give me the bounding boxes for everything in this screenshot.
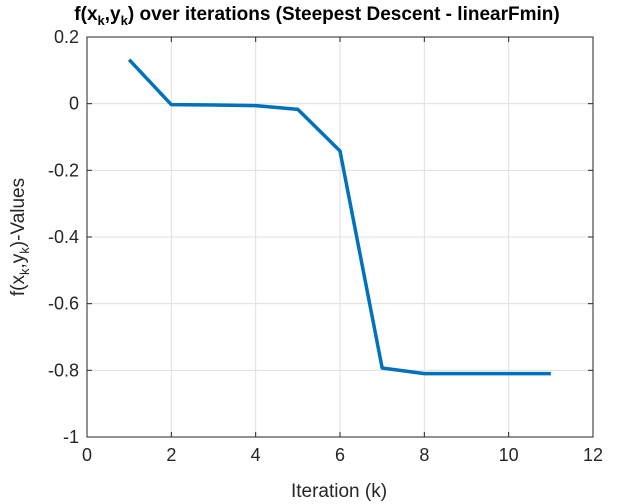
x-axis-label: Iteration (k) <box>291 481 387 502</box>
ylabel-middle: ,y <box>8 253 29 268</box>
ylabel-sub2: k <box>17 247 32 254</box>
y-tick-label: -0.6 <box>48 294 79 314</box>
y-tick-label: -1 <box>63 427 79 447</box>
y-tick-label: -0.2 <box>48 160 79 180</box>
y-tick-label: 0 <box>69 94 79 114</box>
x-tick-label: 8 <box>419 445 429 465</box>
x-tick-label: 12 <box>583 445 603 465</box>
chart-title: f(xk,yk) over iterations (Steepest Desce… <box>74 4 559 28</box>
ylabel-suffix: )-Values <box>8 178 29 247</box>
x-tick-label: 4 <box>251 445 261 465</box>
y-tick-label: -0.8 <box>48 360 79 380</box>
title-prefix: f(x <box>74 4 98 25</box>
series-group <box>127 58 551 376</box>
x-tick-label: 6 <box>335 445 345 465</box>
title-sub1: k <box>98 13 106 28</box>
title-sub2: k <box>121 13 129 28</box>
x-tick-label: 2 <box>166 445 176 465</box>
x-tick-label: 0 <box>82 445 92 465</box>
y-axis-label: f(xk,yk)-Values <box>8 178 32 296</box>
ticks: 0 2 4 6 8 10 12 0.2 0 -0.2 -0.4 -0.6 -0.8 -1 <box>48 27 603 465</box>
y-tick-label: -0.4 <box>48 227 79 247</box>
ylabel-sub1: k <box>17 268 32 275</box>
title-middle: ,y <box>105 4 121 25</box>
y-tick-label: 0.2 <box>54 27 79 47</box>
ylabel-prefix: f(x <box>8 275 29 297</box>
x-tick-label: 10 <box>499 445 519 465</box>
title-suffix: ) over iterations (Steepest Descent - li… <box>128 4 560 25</box>
